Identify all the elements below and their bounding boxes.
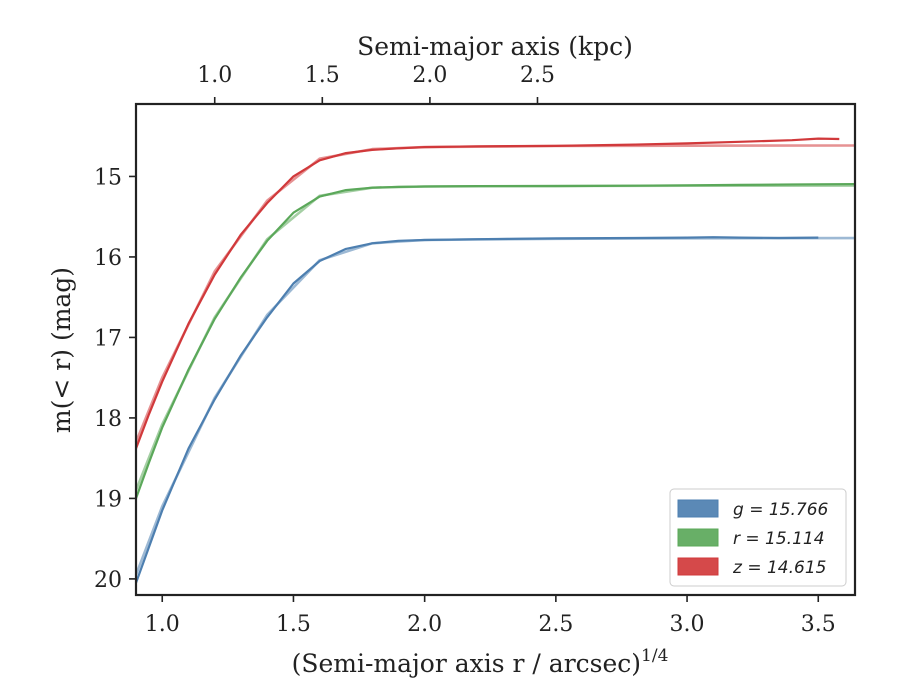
x-axis-title: (Semi-major axis r / arcsec)1/4	[292, 646, 669, 678]
y-tick-label: 19	[94, 487, 122, 512]
legend-label-r: r = 15.114	[733, 529, 825, 549]
plot-frame	[134, 102, 857, 597]
y-axis-title: m(< r) (mag)	[47, 267, 76, 433]
y-axis: 15 16 17 18 19 20	[94, 165, 136, 593]
legend-swatch-r	[677, 528, 719, 547]
legend-swatch-z	[677, 557, 719, 576]
legend-swatch-g	[677, 499, 719, 518]
x-tick-label: 3.5	[801, 612, 836, 637]
x-tick-label: 3.0	[670, 612, 705, 637]
series-g-line	[134, 236, 819, 584]
top-x-tick-label: 2.5	[520, 63, 555, 88]
x-tick-label: 1.0	[145, 612, 180, 637]
top-x-tick-label: 1.0	[197, 63, 232, 88]
top-x-axis-title: Semi-major axis (kpc)	[357, 32, 633, 61]
y-tick-label: 15	[94, 165, 122, 190]
top-x-axis: 1.0 1.5 2.0 2.5	[197, 63, 555, 104]
y-tick-label: 18	[94, 407, 122, 432]
x-tick-label: 1.5	[276, 612, 311, 637]
plot-marks	[134, 137, 856, 584]
bottom-x-axis: 1.0 1.5 2.0 2.5 3.0 3.5	[145, 595, 836, 637]
x-axis-title-text: (Semi-major axis r / arcsec)	[292, 649, 641, 678]
top-x-tick-label: 2.0	[412, 63, 447, 88]
series-z-line	[134, 137, 840, 449]
y-tick-label: 20	[94, 568, 122, 593]
x-tick-label: 2.0	[407, 612, 442, 637]
x-tick-label: 2.5	[538, 612, 573, 637]
series-r-line	[134, 183, 856, 499]
top-x-tick-label: 1.5	[305, 63, 340, 88]
y-tick-label: 17	[94, 326, 122, 351]
y-tick-label: 16	[94, 246, 122, 271]
legend: g = 15.766 r = 15.114 z = 14.615	[669, 488, 847, 587]
legend-label-z: z = 14.615	[732, 558, 826, 578]
series-z-model-line	[134, 144, 856, 443]
x-axis-title-exponent: 1/4	[641, 646, 668, 666]
legend-label-g: g = 15.766	[733, 500, 829, 520]
